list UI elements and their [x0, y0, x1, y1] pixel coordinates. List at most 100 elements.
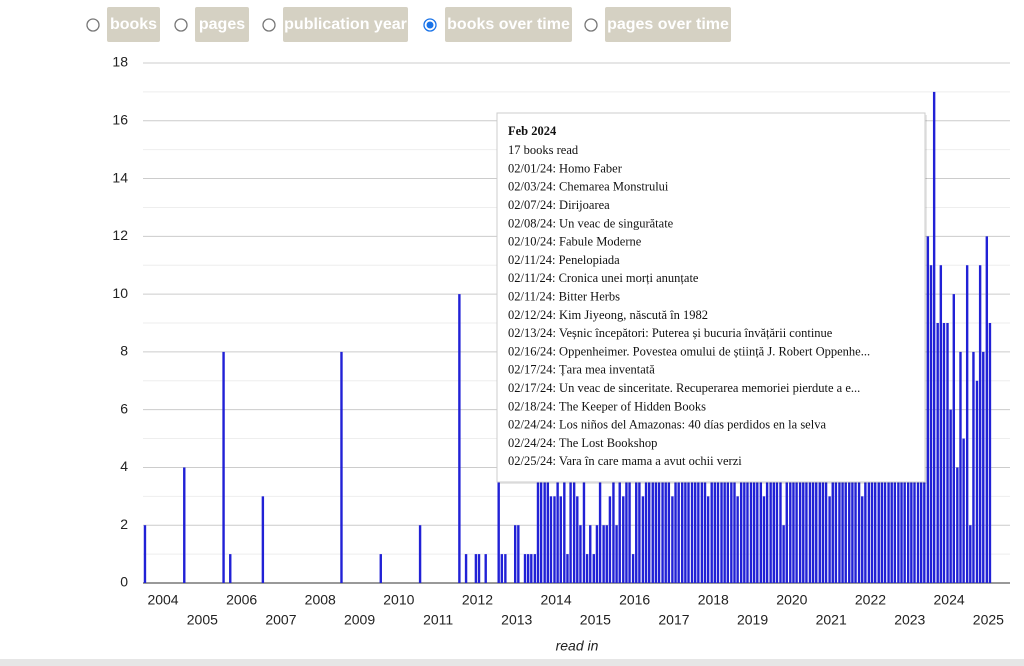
bar: [644, 467, 648, 583]
bar: [585, 554, 589, 583]
bar: [622, 496, 625, 583]
bar: [959, 351, 962, 583]
radio[interactable]: [86, 18, 100, 32]
tooltip-line: 02/08/24: Un veac de singurătate: [508, 216, 674, 230]
bar: [684, 467, 687, 583]
bar: [222, 351, 225, 583]
bar: [654, 467, 658, 583]
bar: [838, 467, 841, 583]
x-tick-label: 2021: [816, 612, 847, 628]
bar: [539, 467, 543, 583]
bar: [824, 467, 828, 583]
bar: [592, 554, 595, 583]
bar: [759, 467, 763, 583]
option-button[interactable]: [283, 7, 408, 42]
bar: [972, 351, 975, 583]
bar: [756, 467, 759, 583]
tooltip-line: 02/17/24: Un veac de sinceritate. Recupe…: [508, 381, 860, 395]
bar: [543, 467, 546, 583]
bar: [379, 554, 382, 583]
bar: [631, 554, 635, 583]
x-tick-label: 2013: [501, 612, 532, 628]
bar: [559, 496, 562, 583]
tooltip-line: 02/24/24: Los niños del Amazonas: 40 día…: [508, 418, 826, 432]
tooltip-line: 02/16/24: Oppenheimer. Povestea omului d…: [508, 344, 870, 358]
bar: [913, 467, 916, 583]
bar: [183, 467, 186, 583]
bar: [602, 525, 605, 583]
bar: [932, 91, 936, 583]
bar: [572, 467, 576, 583]
bar: [831, 467, 834, 583]
radio[interactable]: [174, 18, 188, 32]
y-tick-label: 16: [112, 111, 128, 127]
bar: [553, 496, 556, 583]
x-tick-label: 2020: [776, 592, 807, 608]
bar: [919, 467, 923, 583]
tooltip-line: 02/11/24: Penelopiada: [508, 253, 620, 267]
bar: [687, 467, 690, 583]
tooltip-line: 02/11/24: Cronica unei morți anunțate: [508, 271, 699, 285]
bar: [952, 294, 955, 583]
option-button[interactable]: [445, 7, 572, 42]
bar: [641, 496, 645, 583]
radio[interactable]: [584, 18, 598, 32]
tooltip-line: 02/25/24: Vara în care mama a avut ochii…: [508, 454, 742, 468]
bar: [671, 496, 674, 583]
bar: [870, 467, 874, 583]
bar: [261, 496, 265, 583]
bar: [792, 467, 795, 583]
bar: [739, 467, 743, 583]
bar: [143, 525, 147, 583]
bar: [985, 236, 989, 584]
option-button[interactable]: [107, 7, 160, 42]
bar: [657, 467, 661, 583]
bar: [923, 467, 926, 583]
bar: [661, 467, 664, 583]
bar: [500, 554, 504, 583]
bar: [880, 467, 884, 583]
bar: [861, 496, 864, 583]
bar: [969, 525, 972, 583]
radio[interactable]: [262, 18, 276, 32]
option-button[interactable]: [195, 7, 249, 42]
bar: [752, 467, 756, 583]
bar: [458, 294, 461, 583]
bar: [765, 467, 769, 583]
bar: [595, 525, 599, 583]
bar: [340, 351, 343, 583]
tooltip-line: 02/03/24: Chemarea Monstrului: [508, 180, 669, 194]
bar: [651, 467, 654, 583]
bar: [844, 467, 847, 583]
bar: [710, 467, 713, 583]
bar: [681, 467, 684, 583]
bar: [582, 467, 586, 583]
option-label[interactable]: pages: [199, 16, 245, 33]
bar: [549, 496, 553, 583]
bar: [690, 467, 694, 583]
bar: [733, 467, 736, 583]
bar: [730, 467, 733, 583]
bar: [749, 467, 753, 583]
bar: [762, 496, 766, 583]
option-label[interactable]: books: [110, 16, 157, 33]
bar: [723, 467, 726, 583]
bar: [706, 496, 710, 583]
tooltip-line: 02/12/24: Kim Jiyeong, născută în 1982: [508, 308, 708, 322]
bar: [484, 554, 487, 583]
bar: [477, 554, 481, 583]
bar: [903, 467, 906, 583]
option-label[interactable]: publication year: [284, 16, 407, 33]
bar: [936, 323, 939, 583]
bar: [530, 554, 533, 583]
y-tick-label: 0: [120, 574, 128, 590]
bar: [608, 496, 612, 583]
option-label[interactable]: pages over time: [607, 16, 729, 33]
bar: [674, 467, 677, 583]
x-tick-label: 2004: [147, 592, 178, 608]
x-tick-label: 2015: [580, 612, 611, 628]
option-button[interactable]: [605, 7, 731, 42]
bar: [716, 467, 720, 583]
option-label[interactable]: books over time: [447, 16, 570, 33]
bar: [916, 467, 920, 583]
